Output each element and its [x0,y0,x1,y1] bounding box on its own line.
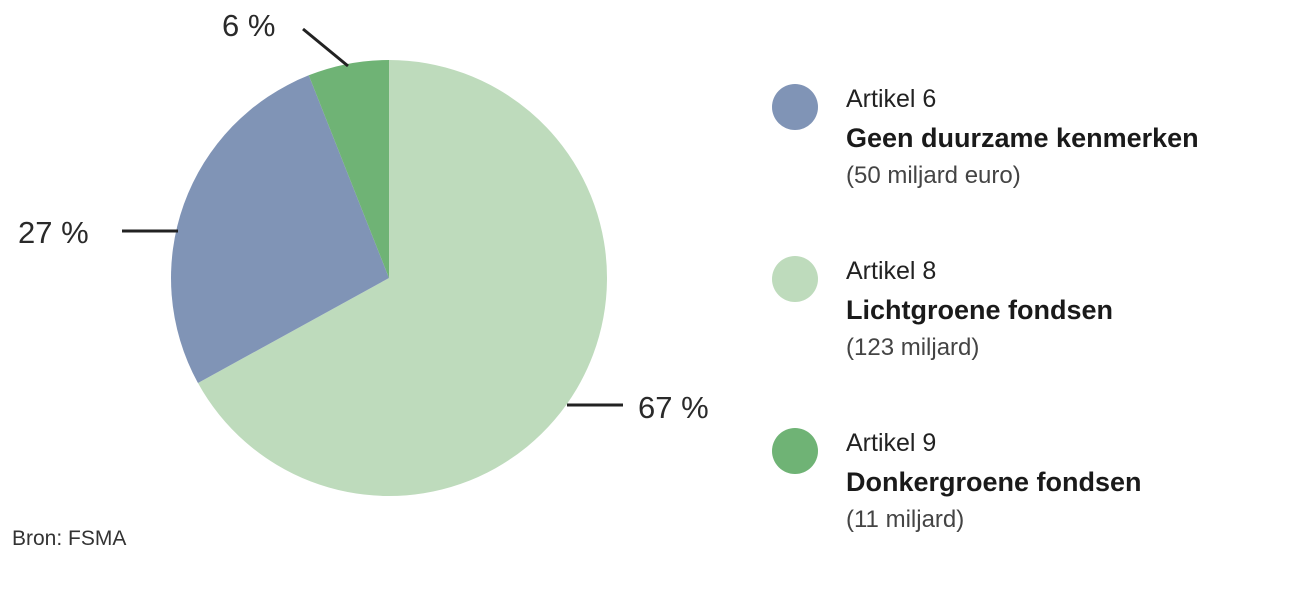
legend-item-artikel-6: Artikel 6 Geen duurzame kenmerken (50 mi… [772,80,1292,252]
pie-slice-artikel-8 [197,60,608,496]
legend-amount: (11 miljard) [846,506,965,533]
pie-slices [171,60,608,496]
legend: Artikel 6 Geen duurzame kenmerken (50 mi… [772,80,1292,596]
legend-label: Artikel 8 [846,257,937,285]
legend-amount: (50 miljard euro) [846,162,1021,189]
legend-text-artikel-6: Artikel 6 Geen duurzame kenmerken (50 mi… [846,80,1199,194]
legend-category: Lichtgroene fondsen [846,295,1114,325]
value-label-artikel-6: 27 % [18,215,89,250]
value-label-artikel-8: 67 % [638,390,709,425]
legend-label: Artikel 6 [846,85,937,113]
legend-label: Artikel 9 [846,429,937,457]
legend-category: Geen duurzame kenmerken [846,123,1199,153]
legend-item-artikel-9: Artikel 9 Donkergroene fondsen (11 milja… [772,424,1292,596]
legend-swatch-artikel-6 [772,84,818,130]
value-label-artikel-9: 6 % [222,8,275,43]
value-labels: 27 % 67 % 6 % [18,8,709,425]
leader-line-artikel-9 [302,27,349,68]
leader-lines [122,27,623,407]
legend-amount: (123 miljard) [846,334,980,361]
legend-item-artikel-8: Artikel 8 Lichtgroene fondsen (123 milja… [772,252,1292,424]
pie-slice-artikel-6 [171,75,389,384]
source-note: Bron: FSMA [12,527,127,550]
pie-slice-artikel-9 [308,60,389,278]
legend-text-artikel-8: Artikel 8 Lichtgroene fondsen (123 milja… [846,252,1113,366]
legend-category: Donkergroene fondsen [846,467,1142,497]
legend-swatch-artikel-8 [772,256,818,302]
legend-text-artikel-9: Artikel 9 Donkergroene fondsen (11 milja… [846,424,1142,538]
legend-swatch-artikel-9 [772,428,818,474]
pie-chart: 27 % 67 % 6 % [18,8,709,496]
